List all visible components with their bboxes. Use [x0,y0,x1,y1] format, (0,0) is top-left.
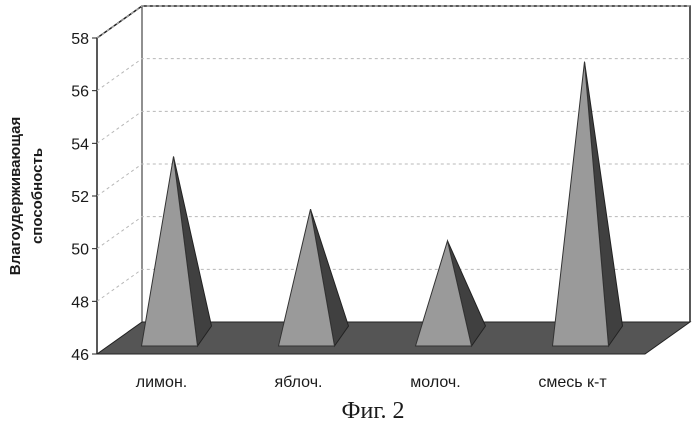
y-tick-label: 54 [71,136,89,153]
y-tick-label: 52 [71,189,89,206]
y-tick-label: 46 [71,347,89,364]
y-axis-label-line2: способность [29,148,46,244]
gridline [97,111,690,143]
gridline [97,6,690,38]
x-tick-label: яблоч. [275,374,323,391]
y-axis-label-line1: Влагоудерживающая [7,117,24,275]
y-axis-ticks: 46 48 50 52 54 56 58 [71,31,97,364]
x-axis-ticks: лимон. яблоч. молоч. смесь к-т [136,374,608,391]
gridline [97,59,690,91]
x-tick-label: смесь к-т [538,374,607,391]
figure-caption: Фиг. 2 [342,398,405,424]
y-tick-label: 48 [71,294,89,311]
y-tick-label: 50 [71,242,89,259]
y-tick-label: 56 [71,84,89,101]
x-tick-label: молоч. [410,374,460,391]
chart-marks [142,62,623,346]
y-tick-label: 58 [71,31,89,48]
x-tick-label: лимон. [136,374,187,391]
